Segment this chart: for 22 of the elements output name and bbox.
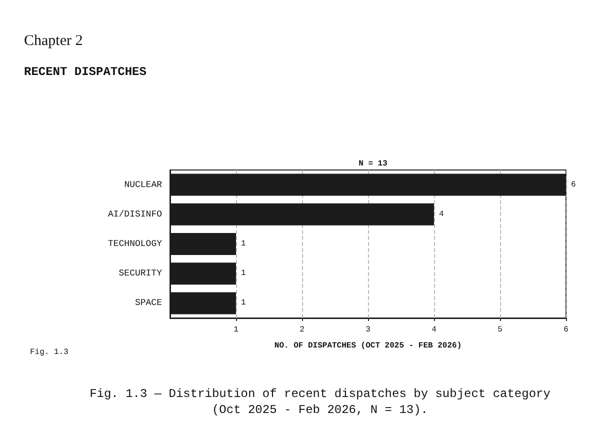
text: Chapter 2 [24,33,83,50]
y-tick-label: SPACE [134,298,162,308]
caption: Fig. 1.3 [30,348,68,357]
chart-title: N = 13 [358,160,388,168]
x-axis-title: NO. OF DISPATCHES (OCT 2025 - FEB 2026) [274,342,462,350]
data-label: 1 [241,269,246,278]
x-tick-label: 1 [234,326,239,334]
data-label: 4 [439,210,444,219]
x-tick-label: 4 [432,326,437,334]
x-tick-label: 3 [366,326,371,334]
y-tick-label: NUCLEAR [124,180,163,190]
data-label: 6 [571,180,576,190]
text: RECENT DISPATCHES [24,65,146,79]
data-label: 1 [241,240,246,248]
caption: Fig. 1.3 — Distribution of recent dispatches by subject category (Oct 2025 - Feb 2026, N = 13). [88,386,552,418]
x-tick-label: 2 [300,326,305,334]
x-tick-label: 6 [564,326,569,334]
y-tick-label: TECHNOLOGY [108,239,163,249]
data-label: 1 [241,298,246,308]
y-tick-label: AI/DISINFO [108,209,162,220]
x-tick-label: 5 [498,326,503,334]
y-tick-label: SECURITY [118,268,163,279]
